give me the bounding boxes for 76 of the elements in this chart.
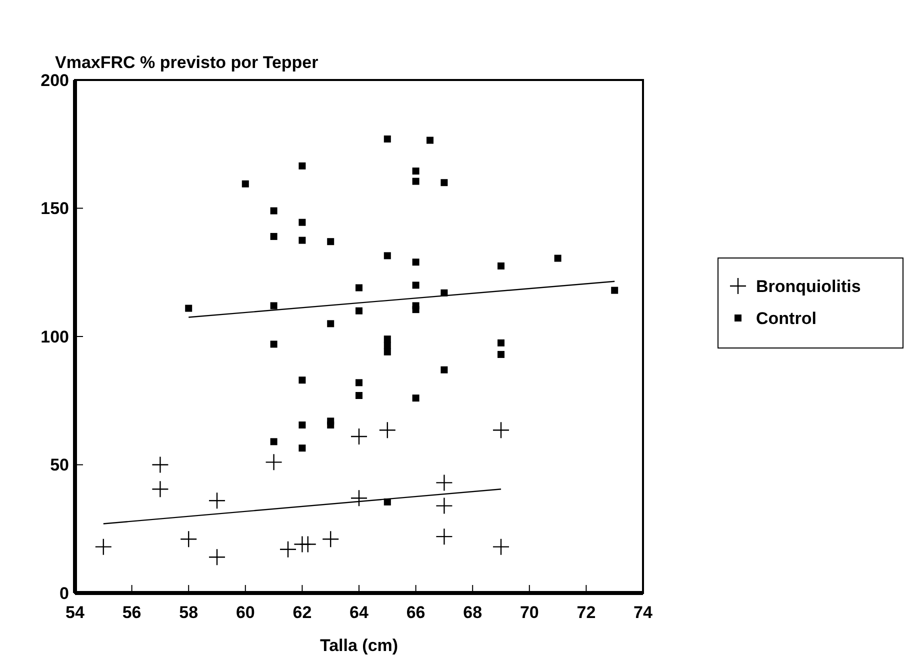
point (298, 421, 306, 428)
point (299, 536, 316, 553)
point (384, 135, 391, 142)
point (327, 238, 334, 246)
point (436, 497, 453, 514)
point (378, 422, 396, 439)
point (440, 366, 448, 374)
point (322, 530, 340, 548)
point (436, 528, 453, 546)
x-tick-label: 56 (122, 603, 142, 622)
point (384, 348, 391, 356)
point (298, 218, 306, 226)
x-tick-label: 68 (463, 603, 482, 622)
x-tick-label: 64 (350, 603, 369, 622)
point (412, 394, 420, 402)
point (492, 538, 510, 556)
point (498, 262, 504, 270)
x-tick-label: 74 (634, 603, 653, 622)
y-tick-label: 200 (40, 70, 69, 90)
point (298, 162, 306, 170)
point (356, 284, 362, 292)
point (412, 282, 420, 289)
point (498, 339, 504, 346)
x-tick-label: 70 (520, 603, 539, 622)
y-tick-label: 100 (40, 327, 69, 346)
point (270, 232, 278, 240)
point (412, 306, 420, 314)
x-tick-label: 62 (292, 603, 312, 622)
point (94, 538, 112, 556)
point (327, 320, 334, 328)
point (554, 254, 562, 262)
point (350, 428, 368, 446)
point (350, 489, 368, 507)
point (270, 302, 278, 310)
point (180, 530, 198, 548)
point (185, 304, 192, 312)
point (412, 178, 420, 185)
point (327, 421, 334, 428)
point (270, 207, 278, 214)
y-tick-label: 150 (40, 199, 69, 218)
point (265, 454, 282, 471)
point (384, 336, 391, 343)
x-tick-label: 66 (406, 603, 426, 622)
point (412, 258, 420, 266)
point (270, 438, 278, 446)
point (208, 492, 226, 510)
point (440, 179, 448, 186)
x-tick-label: 58 (179, 603, 198, 622)
legend-label: Bronquiolitis (756, 276, 861, 296)
point (356, 307, 362, 314)
point (356, 379, 362, 386)
point (436, 474, 453, 492)
point (611, 286, 618, 294)
x-axis-title: Talla (cm) (320, 636, 398, 655)
point (492, 422, 510, 439)
point (356, 392, 362, 399)
point (279, 540, 297, 558)
point (298, 444, 306, 452)
x-tick-label: 54 (66, 603, 85, 622)
point (298, 376, 306, 384)
point (412, 168, 420, 175)
point (242, 180, 249, 188)
y-tick-label: 50 (50, 456, 69, 475)
point (426, 136, 434, 144)
point (384, 252, 391, 260)
point (152, 456, 169, 474)
point (152, 480, 169, 498)
point (208, 548, 226, 566)
x-tick-label: 60 (236, 603, 255, 622)
point (298, 236, 306, 244)
point (498, 350, 504, 358)
y-tick-label: 0 (60, 584, 69, 603)
point (270, 340, 278, 348)
legend-label: Control (756, 308, 816, 328)
x-tick-label: 72 (576, 603, 596, 622)
y-axis-title: VmaxFRC % previsto por Tepper (55, 53, 319, 72)
